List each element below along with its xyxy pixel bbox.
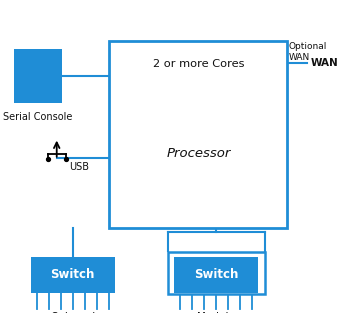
Bar <box>14 49 62 103</box>
Bar <box>31 257 115 293</box>
Bar <box>174 257 258 293</box>
Text: Onboard
Interface: Onboard Interface <box>49 312 96 313</box>
Bar <box>109 41 287 228</box>
Text: Switch: Switch <box>194 268 238 281</box>
Text: Processor: Processor <box>166 147 230 160</box>
Text: WAN: WAN <box>311 58 338 68</box>
Text: Optional
WAN: Optional WAN <box>289 42 327 62</box>
Text: Serial Console: Serial Console <box>3 112 73 122</box>
Text: USB: USB <box>69 162 89 172</box>
Bar <box>168 252 265 294</box>
Text: 2 or more Cores: 2 or more Cores <box>153 59 244 69</box>
Text: Module
Interface: Module Interface <box>193 312 240 313</box>
Text: Switch: Switch <box>51 268 95 281</box>
